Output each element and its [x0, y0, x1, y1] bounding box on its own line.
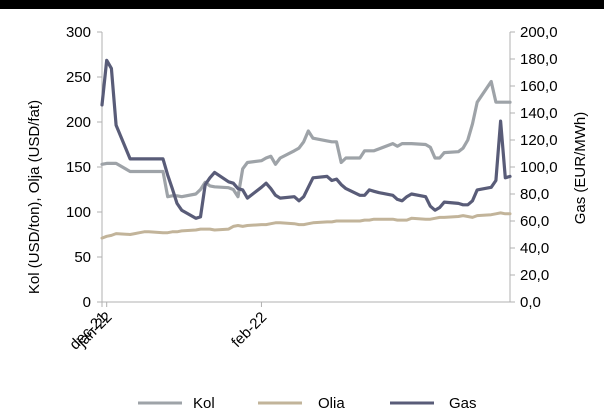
right-y-axis: 0,0 20,0 40,0 60,0 80,0 100,0 120,0 140,0 160,0 1… [509, 24, 558, 311]
left-tick-label: 200 [66, 114, 91, 131]
right-tick-label: 40,0 [520, 240, 549, 257]
series-line-olia [100, 211, 512, 240]
right-tick-label: 180,0 [520, 51, 558, 68]
right-tick-label: 80,0 [520, 186, 549, 203]
series-line-kol [100, 79, 512, 199]
series-layer [100, 58, 512, 240]
right-tick-label: 0,0 [520, 294, 541, 311]
right-tick-label: 200,0 [520, 24, 558, 41]
left-y-axis: 0 50 100 150 200 250 300 [66, 24, 103, 311]
left-tick-label: 100 [66, 204, 91, 221]
left-axis-title: Kol (USD/ton), Olja (USD/fat) [26, 100, 43, 294]
x-tick-label: feb-22 [228, 309, 270, 351]
series-line-gas [100, 58, 512, 220]
left-tick-label: 250 [66, 69, 91, 86]
right-tick-label: 20,0 [520, 267, 549, 284]
right-axis-title: Gas (EUR/MWh) [572, 112, 589, 225]
left-tick-label: 50 [74, 249, 91, 266]
right-tick-label: 120,0 [520, 132, 558, 149]
legend-label-kol: Kol [193, 395, 215, 412]
top-border-bar [0, 0, 604, 9]
legend: Kol Olia Gas [138, 395, 477, 412]
left-tick-label: 150 [66, 159, 91, 176]
right-tick-label: 100,0 [520, 159, 558, 176]
right-tick-label: 160,0 [520, 78, 558, 95]
legend-label-olia: Olia [318, 395, 345, 412]
right-tick-label: 140,0 [520, 105, 558, 122]
right-tick-label: 60,0 [520, 213, 549, 230]
left-tick-label: 0 [83, 294, 91, 311]
left-tick-label: 300 [66, 24, 91, 41]
legend-label-gas: Gas [449, 395, 477, 412]
